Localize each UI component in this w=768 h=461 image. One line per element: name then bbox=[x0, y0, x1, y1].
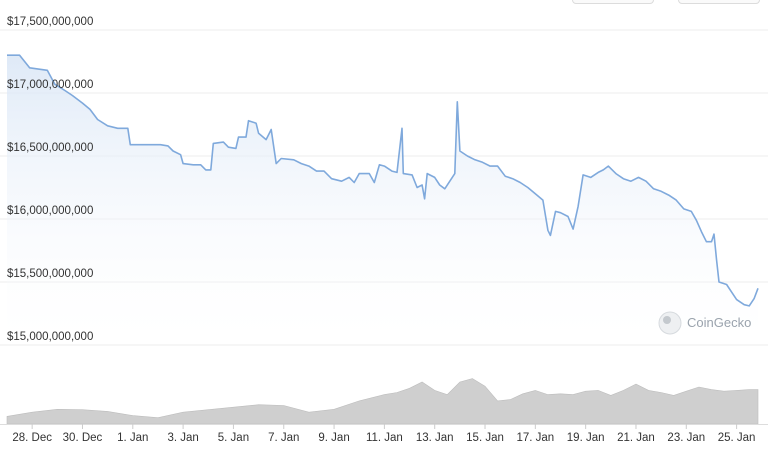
x-tick-label: 30. Dec bbox=[63, 432, 103, 444]
volume-area bbox=[6, 378, 759, 425]
y-tick-label: $17,500,000,000 bbox=[7, 16, 93, 28]
gecko-eye-icon bbox=[663, 316, 671, 324]
y-tick-label: $15,500,000,000 bbox=[7, 268, 93, 280]
y-tick-label: $17,000,000,000 bbox=[7, 79, 93, 91]
watermark-label: CoinGecko bbox=[687, 315, 751, 330]
x-tick-label: 13. Jan bbox=[416, 432, 454, 444]
x-tick-label: 9. Jan bbox=[318, 432, 349, 444]
volume-bars bbox=[6, 378, 759, 425]
gecko-logo-icon bbox=[658, 311, 682, 335]
price-series-line bbox=[7, 54, 759, 307]
x-axis: 28. Dec 30. Dec 1. Jan 3. Jan 5. Jan 7. Jan 9.… bbox=[0, 424, 768, 444]
price-area-fill bbox=[7, 55, 758, 345]
price-area bbox=[7, 55, 758, 345]
x-tick-label: 19. Jan bbox=[567, 432, 605, 444]
x-tick-label: 28. Dec bbox=[12, 432, 52, 444]
y-axis: $17,500,000,000 $17,000,000,000 $16,500,00… bbox=[7, 16, 93, 343]
x-tick-label: 25. Jan bbox=[718, 432, 756, 444]
y-tick-label: $16,000,000,000 bbox=[7, 205, 93, 217]
x-tick-label: 17. Jan bbox=[516, 432, 554, 444]
x-tick-label: 21. Jan bbox=[617, 432, 655, 444]
x-tick-label: 5. Jan bbox=[218, 432, 249, 444]
price-line bbox=[7, 54, 759, 307]
x-tick-label: 7. Jan bbox=[268, 432, 299, 444]
y-tick-label: $16,500,000,000 bbox=[7, 142, 93, 154]
x-tick-label: 15. Jan bbox=[466, 432, 504, 444]
x-tick-label: 1. Jan bbox=[117, 432, 148, 444]
x-tick-label: 23. Jan bbox=[667, 432, 705, 444]
x-tick-label: 3. Jan bbox=[167, 432, 198, 444]
coingecko-watermark: CoinGecko bbox=[658, 311, 751, 335]
y-tick-label: $15,000,000,000 bbox=[7, 331, 93, 343]
x-tick-label: 11. Jan bbox=[366, 432, 403, 444]
